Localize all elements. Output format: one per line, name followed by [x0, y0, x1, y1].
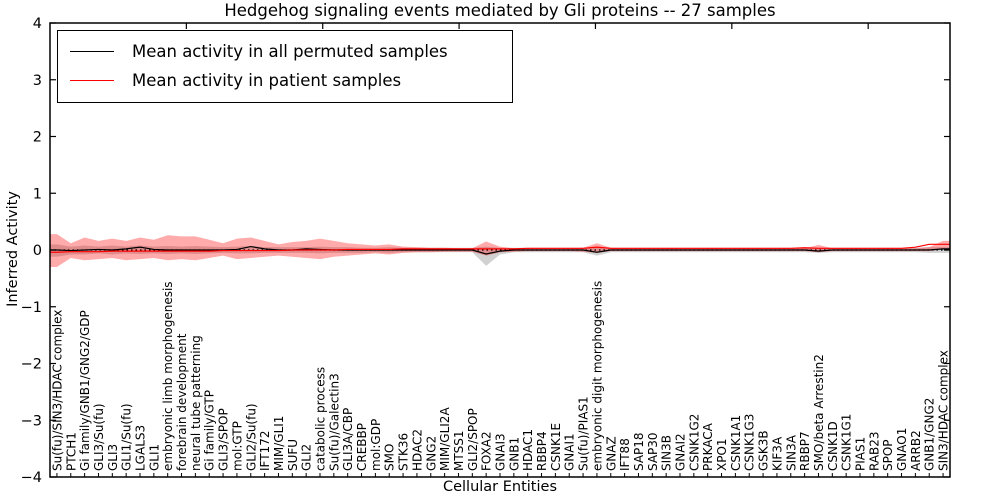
svg-text:GNG2: GNG2 [424, 436, 438, 471]
svg-text:GLI3/SPOP: GLI3/SPOP [217, 408, 231, 471]
svg-text:SMO/beta Arrestin2: SMO/beta Arrestin2 [812, 354, 826, 471]
svg-text:forebrain development: forebrain development [175, 333, 189, 471]
svg-text:STK36: STK36 [397, 433, 411, 471]
svg-text:PRKACA: PRKACA [701, 422, 715, 471]
svg-text:CSNK1D: CSNK1D [826, 421, 840, 471]
svg-text:SIN3A: SIN3A [784, 434, 798, 471]
svg-text:GNAI3: GNAI3 [494, 433, 508, 471]
svg-text:CSNK1G1: CSNK1G1 [840, 414, 854, 471]
svg-text:Su(fu)/Galectin3: Su(fu)/Galectin3 [327, 373, 341, 471]
svg-text:2: 2 [33, 130, 42, 146]
svg-text:−2: −2 [21, 357, 42, 373]
svg-text:CREBBP: CREBBP [355, 423, 369, 471]
svg-text:GNB1/GNG2: GNB1/GNG2 [923, 398, 937, 471]
svg-text:LGALS3: LGALS3 [134, 425, 148, 471]
svg-text:mol:GTP: mol:GTP [230, 421, 244, 471]
svg-text:CSNK1G2: CSNK1G2 [687, 414, 701, 471]
svg-text:GSK3B: GSK3B [757, 430, 771, 471]
svg-text:Gi family/GTP: Gi family/GTP [203, 390, 217, 471]
svg-text:SIN3/HDAC complex: SIN3/HDAC complex [937, 350, 951, 471]
svg-text:GLI2/SPOP: GLI2/SPOP [466, 408, 480, 471]
legend-item-patient: Mean activity in patient samples [68, 66, 502, 95]
svg-text:neural tube patterning: neural tube patterning [189, 335, 203, 471]
svg-text:Gi family/GNB1/GNG2/GDP: Gi family/GNB1/GNG2/GDP [78, 310, 92, 471]
patient-line-swatch [70, 80, 114, 81]
svg-text:catabolic process: catabolic process [314, 367, 328, 471]
x-axis-label: Cellular Entities [442, 479, 558, 495]
svg-text:IFT88: IFT88 [618, 438, 632, 471]
svg-text:GLI3A/CBP: GLI3A/CBP [341, 408, 355, 471]
svg-text:GNAI2: GNAI2 [674, 433, 688, 471]
legend-label-permuted: Mean activity in all permuted samples [132, 42, 448, 61]
svg-text:RBBP4: RBBP4 [535, 431, 549, 471]
svg-text:GNB1: GNB1 [507, 437, 521, 471]
svg-text:Su(fu)/SIN3/HDAC complex: Su(fu)/SIN3/HDAC complex [50, 310, 64, 471]
svg-text:GLI1/Su(fu): GLI1/Su(fu) [120, 403, 134, 471]
svg-text:SIN3B: SIN3B [660, 435, 674, 471]
svg-text:SAP30: SAP30 [646, 432, 660, 471]
svg-text:GLI1: GLI1 [147, 444, 161, 471]
chart-title: Hedgehog signaling events mediated by Gl… [224, 1, 776, 20]
svg-text:RAB23: RAB23 [867, 431, 881, 471]
svg-text:RBBP7: RBBP7 [798, 431, 812, 471]
svg-text:−4: −4 [21, 470, 42, 486]
svg-text:−3: −3 [21, 413, 42, 429]
svg-text:XPO1: XPO1 [715, 438, 729, 471]
svg-text:3: 3 [33, 73, 42, 89]
svg-text:SMO: SMO [383, 444, 397, 471]
svg-text:GLI3/Su(fu): GLI3/Su(fu) [92, 403, 106, 471]
svg-text:FOXA2: FOXA2 [480, 431, 494, 471]
svg-text:embryonic digit morphogenesis: embryonic digit morphogenesis [590, 281, 604, 471]
svg-text:4: 4 [33, 16, 42, 32]
svg-text:CSNK1A1: CSNK1A1 [729, 415, 743, 471]
legend-item-permuted: Mean activity in all permuted samples [68, 37, 502, 66]
svg-text:CSNK1E: CSNK1E [549, 423, 563, 471]
svg-text:GNAI1: GNAI1 [563, 433, 577, 471]
svg-text:HDAC1: HDAC1 [521, 429, 535, 471]
svg-text:mol:GDP: mol:GDP [369, 419, 383, 471]
svg-text:1: 1 [33, 186, 42, 202]
y-axis-label: Inferred Activity [5, 191, 21, 307]
svg-text:GNAO1: GNAO1 [895, 428, 909, 471]
svg-text:CSNK1G3: CSNK1G3 [743, 414, 757, 471]
svg-text:MIM/GLI1: MIM/GLI1 [272, 416, 286, 471]
svg-text:−1: −1 [21, 300, 42, 316]
svg-text:ARRB2: ARRB2 [909, 430, 923, 471]
svg-text:IFT172: IFT172 [258, 431, 272, 471]
svg-text:GLI2/Su(fu): GLI2/Su(fu) [244, 403, 258, 471]
svg-text:KIF3A: KIF3A [770, 436, 784, 471]
svg-text:GLI3: GLI3 [106, 444, 120, 471]
svg-text:SPOP: SPOP [881, 439, 895, 471]
legend-label-patient: Mean activity in patient samples [132, 71, 402, 90]
svg-text:GNAZ: GNAZ [604, 436, 618, 471]
svg-text:GLI2: GLI2 [300, 444, 314, 471]
legend: Mean activity in all permuted samples Me… [57, 30, 513, 103]
svg-text:SUFU: SUFU [286, 439, 300, 471]
svg-text:PTCH1: PTCH1 [64, 432, 78, 471]
svg-text:HDAC2: HDAC2 [410, 429, 424, 471]
svg-text:MIM/GLI2A: MIM/GLI2A [438, 407, 452, 471]
svg-text:SAP18: SAP18 [632, 432, 646, 471]
permuted-line-swatch [70, 51, 114, 52]
svg-text:embryonic limb morphogenesis: embryonic limb morphogenesis [161, 281, 175, 471]
svg-text:MTSS1: MTSS1 [452, 430, 466, 471]
svg-text:PIAS1: PIAS1 [854, 437, 868, 471]
svg-text:Su(fu)/PIAS1: Su(fu)/PIAS1 [577, 396, 591, 471]
svg-text:0: 0 [33, 243, 42, 259]
